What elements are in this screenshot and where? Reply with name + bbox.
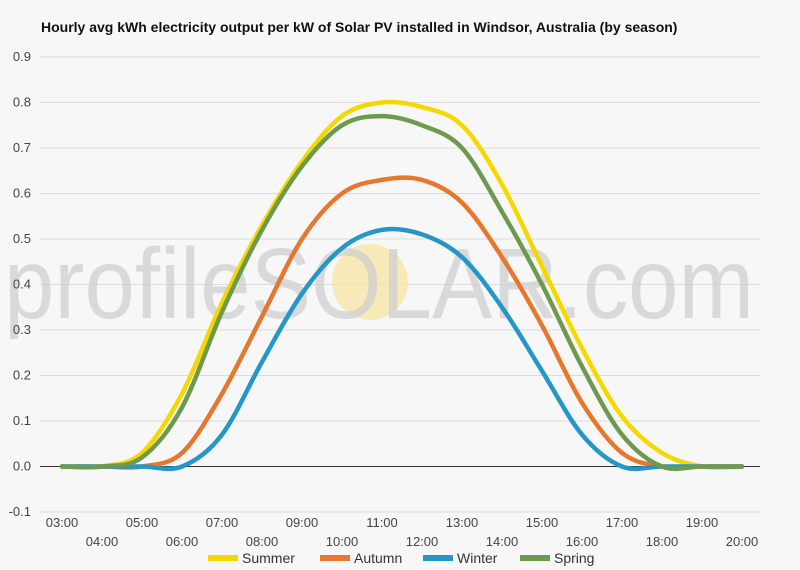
legend-swatch xyxy=(520,555,550,561)
x-tick-label: 06:00 xyxy=(166,534,199,549)
x-tick-label: 07:00 xyxy=(206,515,239,530)
watermark-layer: profileSOLAR.com xyxy=(4,228,754,340)
legend-label: Spring xyxy=(554,550,594,566)
y-tick-label: 0.6 xyxy=(13,186,31,201)
x-tick-label: 08:00 xyxy=(246,534,279,549)
series-layer xyxy=(59,99,745,472)
legend-item-spring[interactable]: Spring xyxy=(520,550,594,566)
legend-item-summer[interactable]: Summer xyxy=(208,550,295,566)
legend-item-autumn[interactable]: Autumn xyxy=(320,550,402,566)
axis-layer: -0.1 0.0 0.1 0.2 0.3 0.4 0.5 0.6 0.7 0.8 0.9 03:00 0… xyxy=(9,49,760,549)
x-tick-label: 20:00 xyxy=(726,534,759,549)
x-tick-label: 09:00 xyxy=(286,515,319,530)
legend-swatch xyxy=(208,555,238,561)
y-tick-label: 0.2 xyxy=(13,368,31,383)
x-tick-label: 15:00 xyxy=(526,515,559,530)
legend-swatch xyxy=(423,555,453,561)
y-tick-label: 0.5 xyxy=(13,231,31,246)
series-line-spring xyxy=(59,113,745,472)
legend-label: Summer xyxy=(242,550,295,566)
x-tick-label: 03:00 xyxy=(46,515,79,530)
y-tick-label: 0.0 xyxy=(13,459,31,474)
legend: Summer Autumn Winter Spring xyxy=(208,550,594,566)
series-line-autumn xyxy=(59,175,745,470)
x-tick-label: 17:00 xyxy=(606,515,639,530)
x-tick-label: 04:00 xyxy=(86,534,119,549)
legend-label: Autumn xyxy=(354,550,402,566)
y-tick-label: 0.9 xyxy=(13,49,31,64)
y-tick-label: -0.1 xyxy=(9,504,31,519)
legend-label: Winter xyxy=(457,550,498,566)
x-tick-label: 12:00 xyxy=(406,534,439,549)
y-tick-label: 0.1 xyxy=(13,413,31,428)
x-tick-label: 10:00 xyxy=(326,534,359,549)
x-tick-label: 11:00 xyxy=(366,515,398,530)
x-tick-label: 18:00 xyxy=(646,534,679,549)
legend-item-winter[interactable]: Winter xyxy=(423,550,498,566)
watermark-text: profileSOLAR.com xyxy=(4,228,754,340)
x-tick-label: 19:00 xyxy=(686,515,719,530)
x-tick-label: 14:00 xyxy=(486,534,519,549)
chart-title: Hourly avg kWh electricity output per kW… xyxy=(41,19,678,35)
legend-swatch xyxy=(320,555,350,561)
series-line-summer xyxy=(59,99,745,470)
x-tick-label: 13:00 xyxy=(446,515,479,530)
watermark-sun-logo xyxy=(332,244,408,320)
y-tick-label: 0.8 xyxy=(13,95,31,110)
series-line-winter xyxy=(59,226,745,472)
x-tick-label: 05:00 xyxy=(126,515,159,530)
y-tick-label: 0.4 xyxy=(13,277,31,292)
y-tick-label: 0.7 xyxy=(13,140,31,155)
y-tick-label: 0.3 xyxy=(13,322,31,337)
x-tick-label: 16:00 xyxy=(566,534,599,549)
